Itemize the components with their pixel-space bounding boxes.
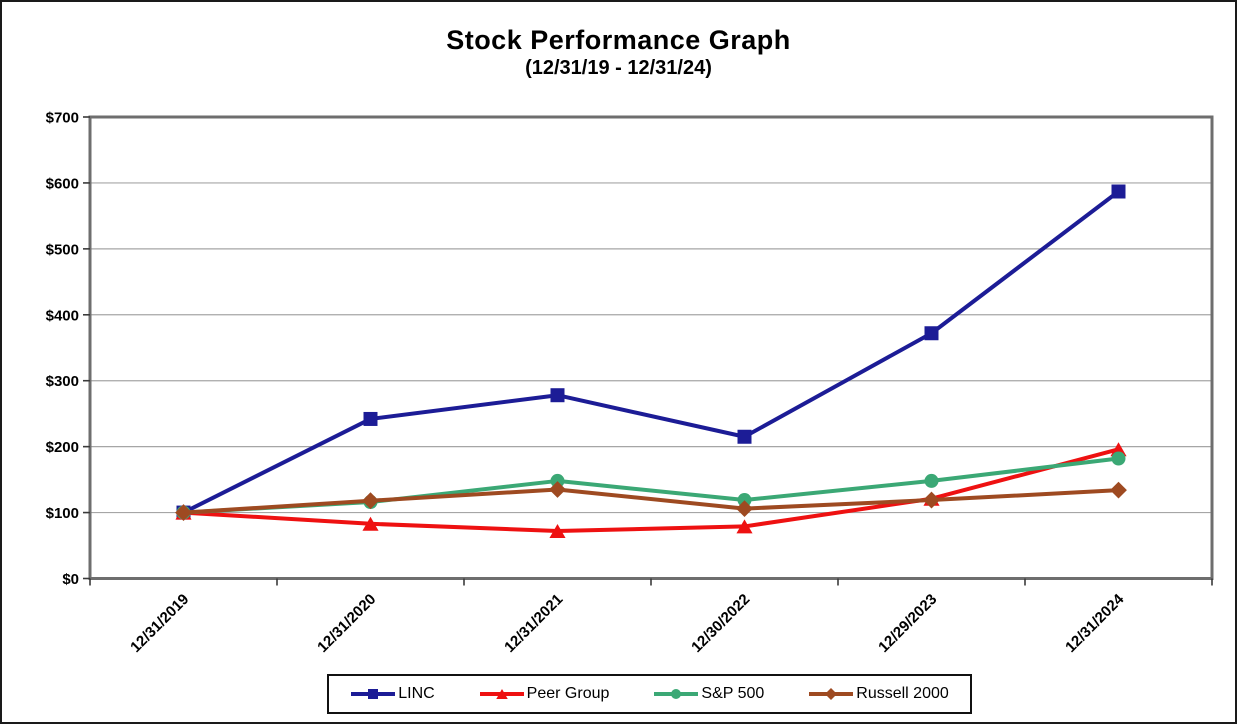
- x-axis-tick-label: 12/31/2024: [1062, 590, 1128, 656]
- series-line-peer-group: [183, 447, 1120, 534]
- legend-marker-russell-2000-icon: [809, 688, 854, 700]
- legend-item-s-p-500: S&P 500: [653, 685, 764, 703]
- legend-item-linc: LINC: [350, 685, 435, 703]
- y-axis-tick-label: $600: [46, 175, 79, 192]
- data-marker-russell-2000-4: [923, 491, 940, 509]
- data-marker-peer-group-1: [362, 516, 379, 531]
- data-marker-linc-5: [1111, 184, 1126, 199]
- data-marker-linc-4: [924, 326, 939, 341]
- x-axis-tick-label: 12/30/2022: [688, 591, 753, 656]
- data-marker-russell-2000-5: [1110, 481, 1127, 499]
- y-axis-tick-label: $200: [46, 439, 79, 456]
- x-axis-tick-label: 12/29/2023: [875, 591, 940, 656]
- data-marker-s-p-500-5: [1111, 451, 1126, 466]
- legend-item-russell-2000: Russell 2000: [808, 685, 949, 703]
- data-marker-s-p-500-2: [550, 473, 565, 488]
- legend-marker-sample: [495, 689, 508, 699]
- x-axis-tick-label: 12/31/2019: [127, 591, 192, 656]
- series-line-russell-2000: [183, 487, 1119, 515]
- y-axis-tick-label: $300: [46, 373, 79, 390]
- legend-marker-sample: [671, 689, 682, 699]
- x-axis-tick-label: 12/31/2020: [314, 591, 379, 656]
- legend-label: S&P 500: [701, 685, 765, 702]
- legend-item-peer-group: Peer Group: [479, 685, 610, 703]
- data-marker-linc-2: [550, 388, 565, 403]
- data-marker-peer-group-5: [1110, 442, 1127, 457]
- data-marker-russell-2000-3: [736, 500, 753, 518]
- y-axis-tick-label: $500: [46, 241, 79, 258]
- chart-title: Stock Performance Graph: [446, 25, 791, 55]
- legend-marker-peer-group-icon: [479, 689, 524, 699]
- chart-legend: LINC Peer Group S&P 500 Russell 2000: [327, 674, 972, 714]
- chart-subtitle: (12/31/19 - 12/31/24): [525, 56, 712, 79]
- data-marker-russell-2000-1: [362, 492, 379, 510]
- y-axis-tick-label: $0: [62, 571, 79, 588]
- legend-label: Russell 2000: [856, 685, 949, 702]
- series-line-linc: [182, 189, 1120, 515]
- data-marker-s-p-500-3: [737, 493, 752, 508]
- data-marker-linc-1: [363, 411, 378, 426]
- data-marker-peer-group-2: [549, 524, 566, 539]
- legend-label: Peer Group: [526, 685, 610, 702]
- legend-marker-sample: [368, 689, 379, 699]
- data-marker-linc-3: [737, 429, 752, 444]
- y-axis-tick-label: $100: [46, 505, 79, 522]
- legend-marker-sample: [825, 688, 838, 700]
- chart-header: Stock Performance Graph (12/31/19 - 12/3…: [2, 25, 1235, 80]
- legend-label: LINC: [398, 685, 435, 702]
- data-marker-peer-group-3: [736, 519, 753, 534]
- x-axis-tick-label: 12/31/2021: [501, 591, 566, 656]
- data-marker-russell-2000-0: [175, 504, 192, 521]
- data-marker-russell-2000-2: [549, 481, 566, 498]
- data-marker-s-p-500-4: [924, 473, 939, 488]
- legend-marker-s-p-500-icon: [654, 689, 699, 699]
- legend-marker-linc-icon: [351, 689, 396, 699]
- y-axis-tick-label: $700: [46, 110, 79, 127]
- y-axis-tick-label: $400: [46, 307, 79, 324]
